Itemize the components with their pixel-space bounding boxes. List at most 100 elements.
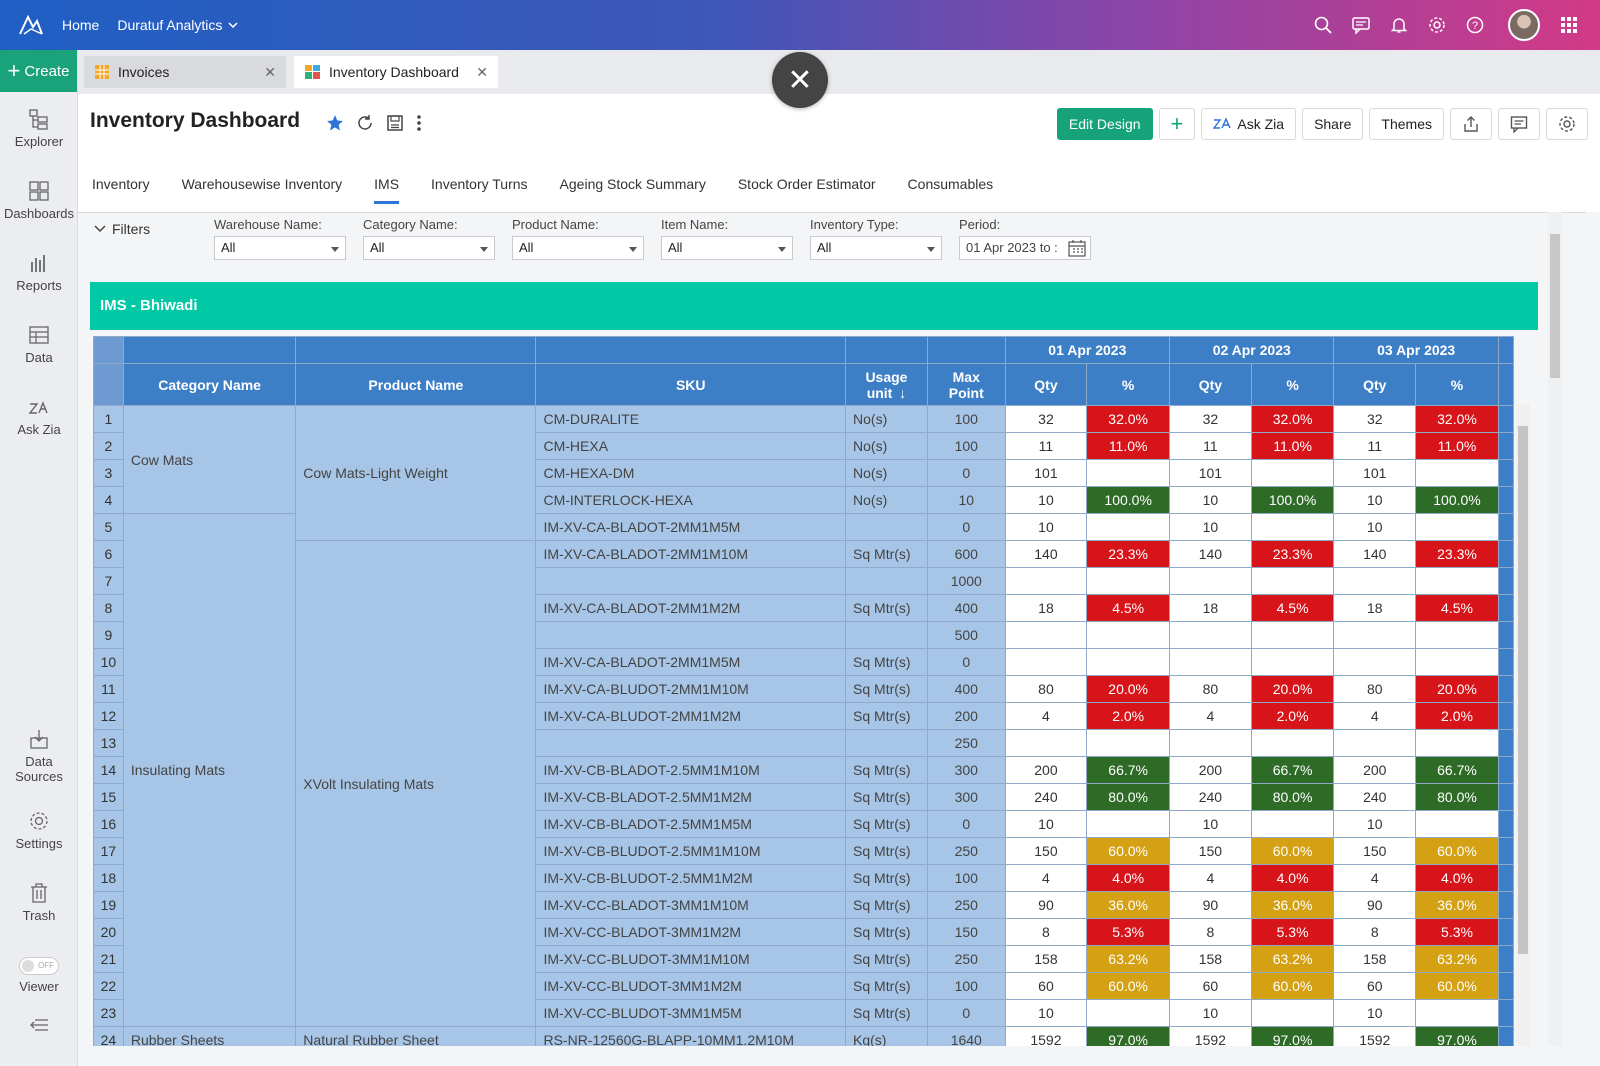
max-point-cell[interactable]: 100 [926,864,1006,892]
max-point-cell[interactable]: 100 [926,972,1006,1000]
row-end-cell[interactable] [1497,621,1514,649]
pct-cell[interactable]: 2.0% [1250,702,1335,730]
pct-cell[interactable]: 36.0% [1086,891,1171,919]
row-number[interactable]: 10 [93,648,124,676]
usage-unit-cell[interactable] [845,567,928,595]
row-end-cell[interactable] [1497,891,1514,919]
date-header[interactable]: 01 Apr 2023 [1004,336,1171,364]
qty-cell[interactable] [1333,567,1417,595]
pct-cell[interactable]: 23.3% [1415,540,1499,568]
pct-cell[interactable] [1086,999,1171,1027]
row-end-cell[interactable] [1497,702,1514,730]
row-number[interactable]: 19 [93,891,124,919]
pct-cell[interactable]: 60.0% [1415,972,1499,1000]
sku-cell[interactable]: IM-XV-CC-BLUDOT-3MM1M5M [535,999,847,1027]
sidebar-item-explorer[interactable]: Explorer [0,108,78,149]
sku-cell[interactable] [535,729,847,757]
qty-cell[interactable]: 101 [1333,459,1417,487]
pct-cell[interactable] [1086,729,1171,757]
pct-cell[interactable] [1415,621,1499,649]
qty-cell[interactable]: 240 [1004,783,1088,811]
qty-cell[interactable]: 200 [1169,756,1252,784]
row-end-cell[interactable] [1497,648,1514,676]
product-cell[interactable]: XVolt Insulating Mats [295,540,537,1027]
sku-cell[interactable]: IM-XV-CA-BLADOT-2MM1M5M [535,513,847,541]
pct-cell[interactable]: 66.7% [1086,756,1171,784]
pct-cell[interactable]: 36.0% [1415,891,1499,919]
qty-cell[interactable]: 140 [1169,540,1252,568]
pct-cell[interactable] [1250,999,1335,1027]
max-point-cell[interactable]: 1640 [926,1026,1006,1046]
pct-cell[interactable] [1415,513,1499,541]
qty-cell[interactable]: 150 [1169,837,1252,865]
themes-button[interactable]: Themes [1369,108,1444,140]
max-point-cell[interactable]: 300 [926,783,1006,811]
pct-cell[interactable]: 4.0% [1415,864,1499,892]
export-button[interactable] [1450,108,1492,140]
max-point-cell[interactable]: 250 [926,729,1006,757]
usage-unit-cell[interactable] [845,621,928,649]
max-point-cell[interactable]: 200 [926,702,1006,730]
app-logo-icon[interactable] [0,0,62,50]
qty-cell[interactable]: 240 [1169,783,1252,811]
qty-cell[interactable]: 158 [1169,945,1252,973]
sku-cell[interactable]: IM-XV-CB-BLUDOT-2.5MM1M2M [535,864,847,892]
usage-unit-cell[interactable]: Sq Mtr(s) [845,648,928,676]
usage-unit-cell[interactable]: Sq Mtr(s) [845,540,928,568]
max-point-cell[interactable]: 500 [926,621,1006,649]
sku-cell[interactable] [535,567,847,595]
sku-cell[interactable] [535,621,847,649]
row-number[interactable]: 21 [93,945,124,973]
qty-cell[interactable]: 11 [1169,432,1252,460]
pct-cell[interactable] [1086,459,1171,487]
usage-unit-cell[interactable]: Sq Mtr(s) [845,675,928,703]
row-number[interactable]: 15 [93,783,124,811]
qty-cell[interactable]: 18 [1333,594,1417,622]
qty-cell[interactable] [1169,729,1252,757]
pct-cell[interactable] [1415,810,1499,838]
tab-ims[interactable]: IMS [374,176,399,204]
qty-cell[interactable]: 10 [1004,513,1088,541]
pct-cell[interactable]: 97.0% [1086,1026,1171,1046]
qty-cell[interactable]: 90 [1169,891,1252,919]
row-number[interactable]: 6 [93,540,124,568]
qty-cell[interactable]: 4 [1333,864,1417,892]
sku-cell[interactable]: IM-XV-CA-BLADOT-2MM1M2M [535,594,847,622]
pct-cell[interactable]: 60.0% [1086,837,1171,865]
pct-cell[interactable]: 2.0% [1086,702,1171,730]
qty-cell[interactable] [1004,567,1088,595]
row-number[interactable]: 13 [93,729,124,757]
max-point-cell[interactable]: 250 [926,945,1006,973]
inventory-type-select[interactable]: All [810,236,942,260]
qty-cell[interactable]: 10 [1333,999,1417,1027]
save-icon[interactable] [386,114,404,132]
pct-cell[interactable]: 5.3% [1086,918,1171,946]
qty-cell[interactable]: 8 [1004,918,1088,946]
pct-cell[interactable]: 4.5% [1086,594,1171,622]
sku-cell[interactable]: IM-XV-CB-BLADOT-2.5MM1M2M [535,783,847,811]
pct-cell[interactable]: 36.0% [1250,891,1335,919]
pct-cell[interactable]: 4.0% [1250,864,1335,892]
pct-cell[interactable]: 66.7% [1250,756,1335,784]
row-end-cell[interactable] [1497,810,1514,838]
row-end-cell[interactable] [1497,972,1514,1000]
pct-cell[interactable] [1250,621,1335,649]
org-switcher[interactable]: Duratuf Analytics [117,17,238,33]
pct-cell[interactable]: 32.0% [1415,405,1499,433]
sku-cell[interactable]: IM-XV-CC-BLADOT-3MM1M10M [535,891,847,919]
dashboard-settings-button[interactable] [1546,108,1588,140]
tab-inventory[interactable]: Inventory [92,176,150,192]
max-point-cell[interactable]: 250 [926,891,1006,919]
sku-cell[interactable]: IM-XV-CC-BLUDOT-3MM1M10M [535,945,847,973]
sidebar-item-dashboards[interactable]: Dashboards [0,180,78,221]
max-point-cell[interactable]: 0 [926,513,1006,541]
pct-cell[interactable]: 80.0% [1415,783,1499,811]
max-point-cell[interactable]: 400 [926,675,1006,703]
gear-icon[interactable] [1418,16,1456,34]
sku-cell[interactable]: IM-XV-CC-BLUDOT-3MM1M2M [535,972,847,1000]
row-number[interactable]: 8 [93,594,124,622]
pct-cell[interactable]: 23.3% [1086,540,1171,568]
usage-unit-cell[interactable]: No(s) [845,486,928,514]
edit-design-button[interactable]: Edit Design [1056,108,1153,140]
pct-cell[interactable]: 100.0% [1250,486,1335,514]
